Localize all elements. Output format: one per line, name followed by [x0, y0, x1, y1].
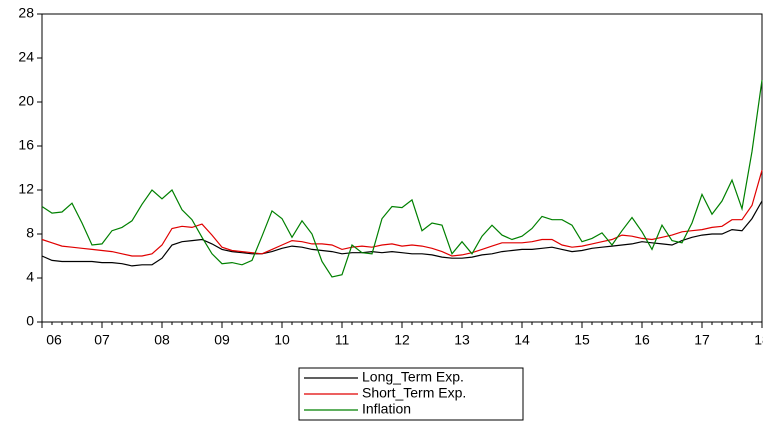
- y-tick-label: 28: [18, 5, 34, 21]
- x-tick-label: 10: [274, 332, 290, 348]
- y-tick-label: 20: [18, 93, 34, 109]
- x-tick-label: 13: [454, 332, 470, 348]
- plot-frame: [41, 13, 763, 323]
- x-tick-label: 15: [574, 332, 590, 348]
- x-tick-label: 08: [154, 332, 170, 348]
- y-tick-label: 4: [26, 269, 34, 285]
- x-tick-label: 07: [94, 332, 110, 348]
- legend-label: Inflation: [362, 401, 411, 417]
- x-tick-label: 17: [694, 332, 710, 348]
- x-tick-label: 18: [754, 332, 763, 348]
- y-tick-label: 12: [18, 181, 34, 197]
- x-tick-label: 09: [214, 332, 230, 348]
- x-tick-label: 16: [634, 332, 650, 348]
- x-tick-label: 14: [514, 332, 530, 348]
- series-line: [41, 200, 763, 267]
- series-line: [41, 79, 763, 278]
- x-tick-label: 11: [335, 332, 350, 348]
- y-tick-label: 16: [18, 137, 34, 153]
- x-tick-label: 06: [46, 332, 62, 348]
- y-tick-label: 8: [26, 225, 34, 241]
- y-tick-label: 24: [18, 49, 34, 65]
- y-tick-label: 0: [26, 313, 34, 329]
- series-line: [41, 170, 763, 257]
- legend-label: Short_Term Exp.: [362, 385, 466, 401]
- legend-label: Long_Term Exp.: [362, 369, 464, 385]
- x-tick-label: 12: [394, 332, 410, 348]
